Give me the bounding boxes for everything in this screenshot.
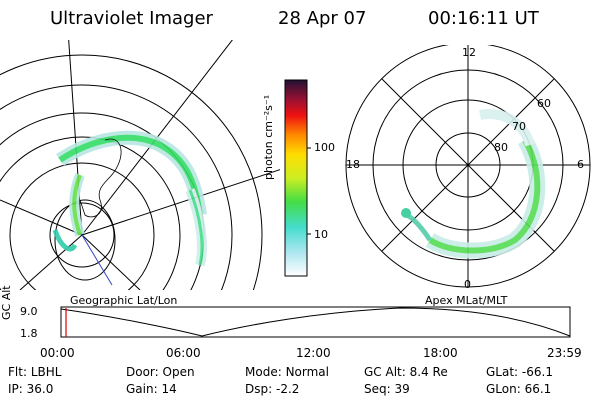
geographic-map-panel — [0, 40, 280, 290]
timeline-xtick-1: 06:00 — [166, 346, 201, 360]
right-panel-label: Apex MLat/MLT — [425, 294, 508, 307]
coastline — [79, 138, 122, 218]
status-gc-alt: GC Alt: 8.4 Re — [364, 365, 448, 379]
mlt-label-6: 6 — [577, 158, 584, 171]
colorbar-tick-100: 100 — [314, 141, 335, 154]
status-gain: Gain: 14 — [126, 382, 177, 396]
altitude-timeline — [60, 306, 571, 338]
instrument-title: Ultraviolet Imager — [50, 8, 213, 29]
colorbar-unit-label: photon cm⁻²s⁻¹ — [262, 94, 275, 180]
timeline-xtick-4: 23:59 — [547, 346, 582, 360]
mlt-label-18: 18 — [346, 158, 360, 171]
lat-label-70: 70 — [512, 120, 526, 133]
status-glon: GLon: 66.1 — [486, 382, 552, 396]
timeline-xtick-2: 12:00 — [296, 346, 331, 360]
status-ip: IP: 36.0 — [8, 382, 54, 396]
status-glat: GLat: -66.1 — [486, 365, 553, 379]
lat-label-60: 60 — [537, 97, 551, 110]
timeline-xtick-0: 00:00 — [40, 346, 75, 360]
timeline-ytick-bottom: 1.8 — [20, 327, 38, 340]
status-dsp: Dsp: -2.2 — [245, 382, 300, 396]
mlt-label-0: 0 — [464, 278, 471, 291]
color-scale-bar — [284, 79, 311, 277]
status-mode: Mode: Normal — [245, 365, 329, 379]
timeline-xtick-3: 18:00 — [423, 346, 458, 360]
aurora-emission-right — [401, 109, 546, 259]
status-seq: Seq: 39 — [364, 382, 410, 396]
time-label: 00:16:11 UT — [428, 8, 539, 29]
aurora-emission-left — [52, 130, 207, 267]
colorbar-tick-10: 10 — [314, 228, 328, 241]
date-label: 28 Apr 07 — [278, 8, 367, 29]
status-filter: Flt: LBHL — [8, 365, 62, 379]
status-door: Door: Open — [126, 365, 195, 379]
timeline-axis-label: GC Alt — [0, 285, 13, 320]
timeline-ytick-top: 9.0 — [20, 305, 38, 318]
mlt-label-12: 12 — [462, 46, 476, 59]
apex-polar-panel — [345, 45, 591, 288]
left-panel-label: Geographic Lat/Lon — [70, 294, 178, 307]
lat-label-80: 80 — [494, 141, 508, 154]
